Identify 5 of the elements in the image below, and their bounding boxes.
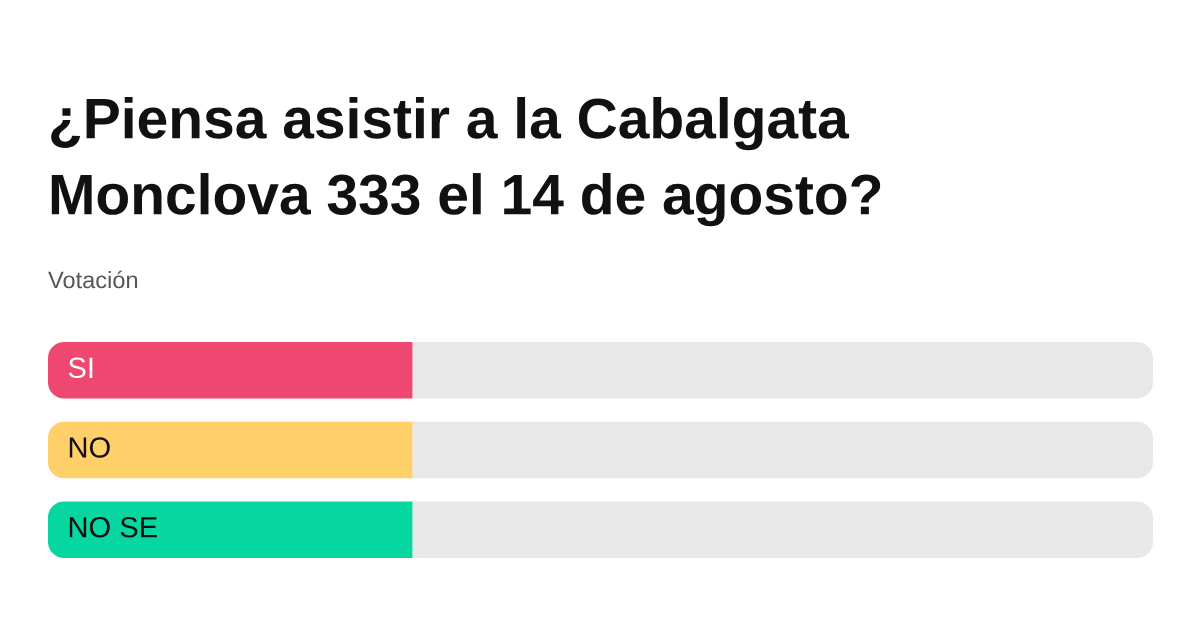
chart-subtitle: Votación — [48, 270, 138, 289]
chart-title: ¿Piensa asistir a la Cabalgata Monclova 333 el 14 de agosto? — [51, 97, 881, 227]
y-tick-label: NO SE — [69, 516, 157, 538]
y-tick-label: SI — [68, 357, 93, 379]
y-tick-label: NO — [69, 437, 110, 458]
